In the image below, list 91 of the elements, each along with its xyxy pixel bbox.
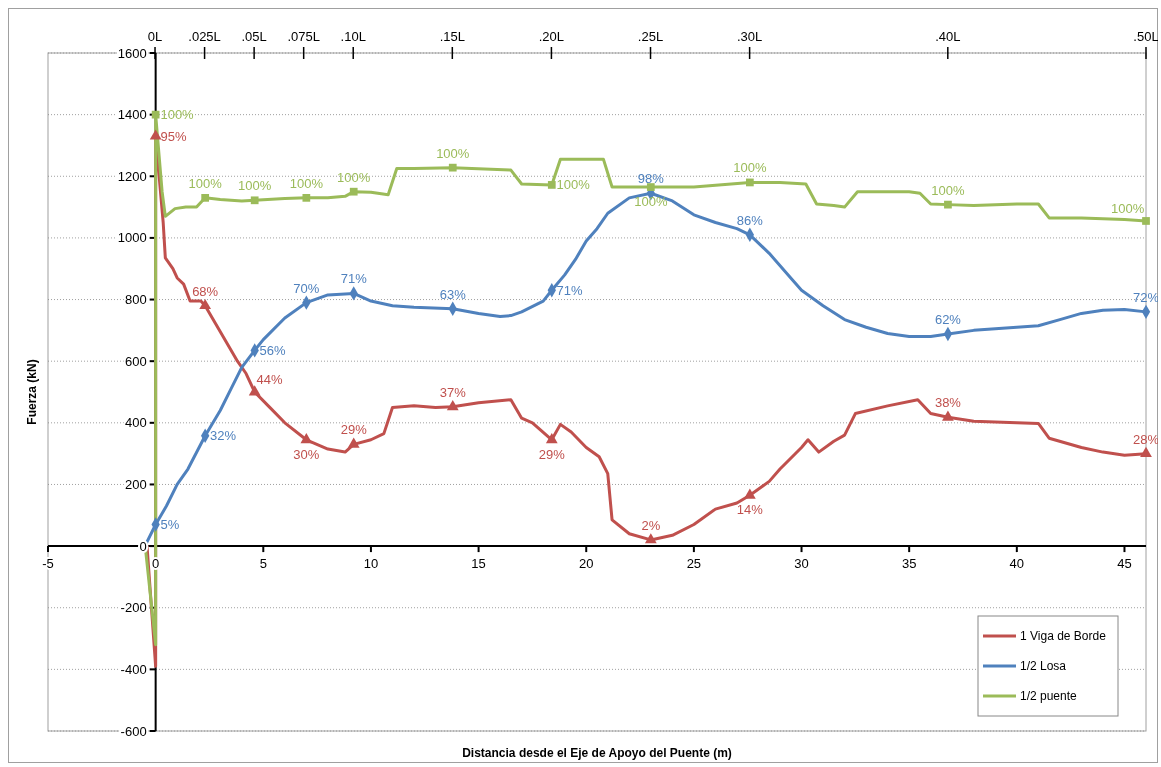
y-tick-label: -200	[120, 600, 147, 616]
y-tick-label: 200	[124, 476, 147, 492]
y-tick-label: -400	[120, 661, 147, 677]
point	[448, 163, 457, 172]
annotation: 100%	[634, 194, 668, 210]
x2-tick-label: .20L	[538, 29, 565, 44]
x-tick-label: -5	[42, 556, 54, 572]
annotation: 100%	[1110, 200, 1145, 216]
point	[302, 193, 311, 202]
annotation: 100%	[238, 178, 272, 194]
x2-tick-label: .10L	[340, 29, 366, 44]
point	[547, 181, 556, 189]
annotation: 37%	[439, 384, 467, 400]
annotation: 62%	[934, 312, 962, 328]
point	[149, 129, 162, 140]
annotation: 95%	[160, 128, 187, 144]
x2-tick-label: .50L	[1133, 29, 1159, 44]
x-tick-label: 25	[686, 556, 702, 572]
legend-label: 1/2 Losa	[1020, 659, 1067, 673]
point	[248, 385, 261, 396]
annotation: 68%	[192, 283, 219, 299]
x2-tick-label: 0L	[147, 29, 163, 44]
annotation: 38%	[934, 395, 962, 411]
y-tick-label: 400	[124, 415, 147, 431]
x2-tick-label: .15L	[439, 29, 465, 44]
annotation: 100%	[160, 107, 195, 123]
annotation: 63%	[439, 286, 467, 302]
annotation: 100%	[436, 145, 470, 161]
x-tick-label: 35	[901, 556, 917, 572]
x2-tick-label: .05L	[241, 29, 267, 44]
annotation: 32%	[209, 428, 237, 444]
y-tick-label: -600	[120, 723, 147, 739]
annotation: 70%	[293, 280, 320, 296]
annotation: 100%	[337, 169, 371, 185]
x-tick-label: 20	[579, 556, 594, 572]
y-tick-label: 800	[124, 292, 147, 308]
annotation: 100%	[733, 160, 767, 176]
annotation: 72%	[1132, 289, 1160, 305]
point	[745, 178, 754, 187]
x-tick-label: 30	[794, 556, 809, 572]
x-tick-label: 40	[1009, 556, 1025, 572]
y-tick-label: 1000	[117, 230, 147, 246]
x-axis-title: Distancia desde el Eje de Apoyo del Puente (m)	[462, 746, 732, 760]
annotation: 29%	[538, 446, 566, 462]
y-tick-label: 1200	[117, 168, 147, 184]
x-tick-label: 0	[152, 556, 160, 572]
point	[201, 193, 210, 202]
y-tick-label: 600	[124, 353, 147, 369]
annotation: 30%	[293, 446, 320, 462]
x2-tick-label: .075L	[287, 29, 320, 44]
point	[250, 196, 259, 205]
annotation: 56%	[259, 342, 286, 358]
annotation: 29%	[340, 422, 368, 438]
annotation: 44%	[256, 372, 283, 387]
annotation: 14%	[736, 502, 764, 518]
point	[349, 187, 358, 196]
x-tick-label: 15	[471, 556, 486, 572]
y-tick-label: 1600	[117, 45, 147, 61]
point	[646, 183, 655, 191]
annotation: 71%	[340, 271, 368, 287]
point	[1140, 446, 1152, 458]
point	[1142, 217, 1150, 225]
legend-label: 1/2 puente	[1020, 689, 1078, 703]
x-tick-label: 10	[363, 556, 379, 572]
x-tick-label: 45	[1117, 556, 1132, 572]
annotation: 5%	[160, 517, 180, 533]
point	[545, 432, 558, 444]
annotation: 28%	[1132, 431, 1160, 447]
annotation: 86%	[736, 212, 764, 228]
point	[644, 533, 657, 544]
x-tick-label: 5	[259, 556, 267, 572]
x2-tick-label: .40L	[935, 29, 961, 44]
annotation: 71%	[556, 282, 584, 298]
legend-label: 1 Viga de Borde	[1020, 629, 1107, 643]
annotation: 2%	[641, 517, 661, 533]
annotation: 98%	[637, 171, 665, 187]
x2-tick-label: .25L	[637, 29, 664, 44]
point	[300, 432, 313, 444]
annotation: 100%	[289, 175, 324, 191]
annotation: 100%	[931, 182, 965, 198]
x2-tick-label: .025L	[188, 29, 221, 44]
point	[347, 437, 360, 448]
x2-tick-label: .30L	[736, 29, 763, 44]
annotation: 100%	[188, 175, 223, 191]
annotation: 100%	[556, 177, 591, 193]
point	[942, 410, 954, 421]
point	[446, 400, 459, 411]
y-axis-title: Fuerza (kN)	[25, 359, 39, 425]
point	[944, 200, 952, 209]
y-tick-label: 1400	[117, 107, 147, 123]
point	[199, 298, 212, 310]
